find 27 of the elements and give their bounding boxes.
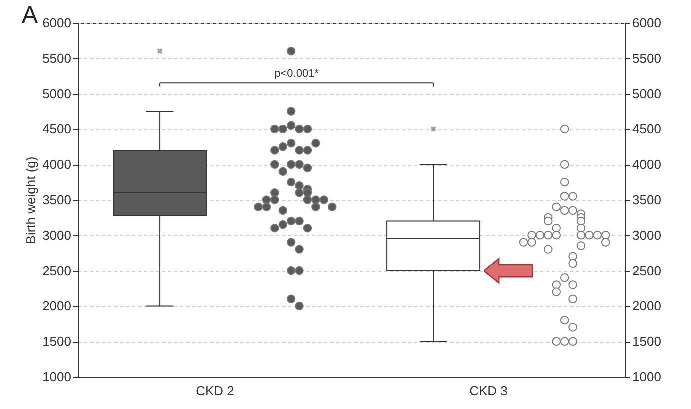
- y-tick-label: 6000: [42, 16, 72, 30]
- y-tick-label: 1000: [42, 370, 72, 384]
- y-axis-title: Birth weight (g): [24, 156, 39, 244]
- y-tick-label: 5000: [42, 86, 72, 102]
- y-tick-label: 2000: [42, 298, 72, 314]
- y2-tick-label: 3500: [632, 192, 662, 208]
- y2-tick-label: 4500: [632, 122, 662, 137]
- y2-tick-label: 6000: [632, 16, 662, 30]
- y-tick-label: 4000: [42, 157, 72, 172]
- y-tick-label: 3000: [42, 228, 72, 243]
- y2-tick-label: 2000: [632, 298, 662, 314]
- annotation: p<0.001*: [274, 68, 320, 80]
- x-tick-label: CKD 2: [196, 384, 234, 398]
- y-tick-label: 2500: [42, 263, 72, 278]
- y2-tick-label: 2500: [632, 263, 662, 278]
- x-tick-label: CKD 3: [470, 384, 508, 398]
- y-tick-label: 3500: [42, 192, 72, 208]
- y2-tick-label: 5500: [632, 50, 662, 66]
- y-tick-label: 1500: [42, 334, 72, 350]
- y-tick-label: 4500: [42, 122, 72, 137]
- y2-tick-label: 4000: [632, 157, 662, 172]
- y-tick-label: 5500: [42, 50, 72, 66]
- y2-tick-label: 1000: [632, 370, 662, 384]
- y2-tick-label: 5000: [632, 86, 662, 102]
- y2-tick-label: 1500: [632, 334, 662, 350]
- y2-tick-label: 3000: [632, 228, 662, 243]
- text: A: [22, 2, 38, 30]
